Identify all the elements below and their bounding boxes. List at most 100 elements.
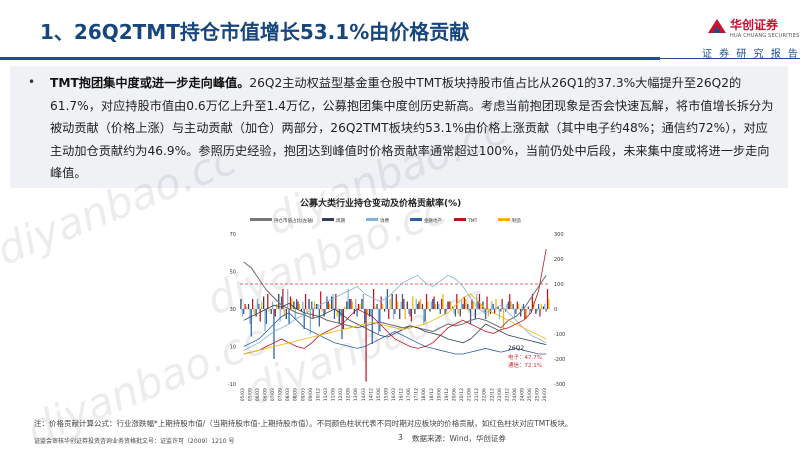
bar-消费 xyxy=(271,301,274,309)
bar-TMT xyxy=(539,309,541,317)
x-tick-label: 06/03 xyxy=(255,388,261,401)
bar-TMT xyxy=(380,296,382,309)
bar-制造 xyxy=(268,309,270,312)
bar-周期 xyxy=(535,309,537,314)
x-tick-label: 23/12 xyxy=(504,388,510,401)
bar-周期 xyxy=(293,301,295,309)
bar-制造 xyxy=(366,309,369,314)
bar-消费 xyxy=(256,299,259,309)
bar-TMT xyxy=(259,309,261,322)
bar-制造 xyxy=(548,299,550,309)
x-tick-label: 22/06 xyxy=(482,388,488,401)
bar-制造 xyxy=(359,304,361,309)
bar-金融地产 xyxy=(447,301,449,309)
bar-消费 xyxy=(529,309,531,314)
report-type: 证 券 研 究 报 告 xyxy=(702,49,800,60)
bar-制造 xyxy=(253,309,255,314)
bar-TMT xyxy=(463,296,465,309)
bar-消费 xyxy=(400,301,402,309)
bar-金融地产 xyxy=(469,309,472,324)
x-tick-label: 18/06 xyxy=(421,388,427,401)
bar-金融地产 xyxy=(371,309,373,344)
bar-消费 xyxy=(438,304,440,309)
bar-金融地产 xyxy=(394,309,396,314)
license-footer: 证监会审核华创证券投资咨询业务资格批文号：证监许可（2009）1210 号 xyxy=(34,438,235,445)
bar-消费 xyxy=(423,309,425,324)
bar-消费 xyxy=(430,301,432,309)
bar-周期 xyxy=(368,309,371,317)
bar-制造 xyxy=(389,299,391,309)
bar-周期 xyxy=(240,299,242,309)
x-tick-label: 08/09 xyxy=(293,388,299,401)
y-right-tick: -100 xyxy=(554,332,565,338)
bar-制造 xyxy=(291,299,293,309)
x-tick-label: 17/12 xyxy=(414,388,420,401)
bar-消费 xyxy=(241,309,243,317)
bar-消费 xyxy=(498,309,501,319)
summary-body: 26Q2主动权益型基金重仓股中TMT板块持股市值占比从26Q1的37.3%大幅提… xyxy=(50,76,774,180)
x-tick-label: 19/12 xyxy=(444,388,450,401)
bar-TMT xyxy=(357,304,360,309)
x-tick-label: 26/03 xyxy=(542,388,548,401)
bar-制造 xyxy=(472,301,474,309)
bar-周期 xyxy=(361,299,363,309)
bar-消费 xyxy=(347,289,349,309)
x-tick-label: 08/03 xyxy=(285,388,291,401)
bar-制造 xyxy=(442,294,444,309)
bar-金融地产 xyxy=(386,289,388,309)
bar-TMT xyxy=(531,294,534,309)
bar-消费 xyxy=(309,309,312,334)
x-tick-label: 05/09 xyxy=(247,388,253,401)
bar-金融地产 xyxy=(439,309,441,314)
bar-制造 xyxy=(502,309,505,329)
bar-TMT xyxy=(471,299,473,309)
y-left-tick: 50 xyxy=(230,270,236,276)
bar-金融地产 xyxy=(296,299,298,309)
chart: 持仓市值占比(左轴) 周期 消费 金融地产 TMT 制造 -10 10 30 50 70 -300 -2… xyxy=(228,217,566,401)
x-tick-label: 25/06 xyxy=(527,388,533,401)
bar-TMT xyxy=(373,289,375,309)
legend-swatch xyxy=(498,218,510,221)
bar-制造 xyxy=(495,299,497,309)
x-tick-label: 13/06 xyxy=(353,388,359,401)
x-tick-label: 16/12 xyxy=(399,388,405,401)
x-tick-label: 12/09 xyxy=(346,388,352,401)
bar-制造 xyxy=(427,301,429,309)
bar-制造 xyxy=(525,309,527,319)
bar-周期 xyxy=(482,301,484,309)
bar-TMT xyxy=(456,294,458,309)
bar-制造 xyxy=(276,304,278,309)
y-right-tick: 300 xyxy=(554,232,564,238)
bar-TMT xyxy=(524,309,526,319)
bar-制造 xyxy=(306,309,308,314)
bar-TMT xyxy=(448,301,450,309)
bar-TMT xyxy=(433,296,435,309)
bar-消费 xyxy=(302,301,304,309)
bar-金融地产 xyxy=(273,309,275,359)
bar-周期 xyxy=(346,301,348,309)
y-right-tick: -200 xyxy=(554,357,565,363)
bar-制造 xyxy=(465,299,467,309)
bar-制造 xyxy=(283,309,285,317)
bar-TMT xyxy=(320,291,322,309)
bar-消费 xyxy=(536,309,538,312)
bar-消费 xyxy=(287,289,289,309)
line-持仓市值占比(左轴) xyxy=(243,261,547,333)
bar-消费 xyxy=(513,309,516,317)
bar-金融地产 xyxy=(537,304,540,309)
bar-TMT xyxy=(282,289,284,309)
line-周期 xyxy=(243,302,547,345)
legend-swatch xyxy=(410,218,422,221)
bar-金融地产 xyxy=(333,309,336,319)
bar-消费 xyxy=(377,309,380,334)
bar-消费 xyxy=(460,299,463,309)
bar-TMT xyxy=(289,296,292,309)
bar-周期 xyxy=(512,304,514,309)
x-tick-label: 11/03 xyxy=(323,388,329,401)
x-tick-label: 18/12 xyxy=(429,388,435,401)
line-消费 xyxy=(243,274,547,351)
brand-name: 华创证券 xyxy=(730,18,779,32)
bar-TMT xyxy=(244,304,246,309)
x-tick-label: 07/03 xyxy=(270,388,276,401)
bar-金融地产 xyxy=(318,309,320,327)
